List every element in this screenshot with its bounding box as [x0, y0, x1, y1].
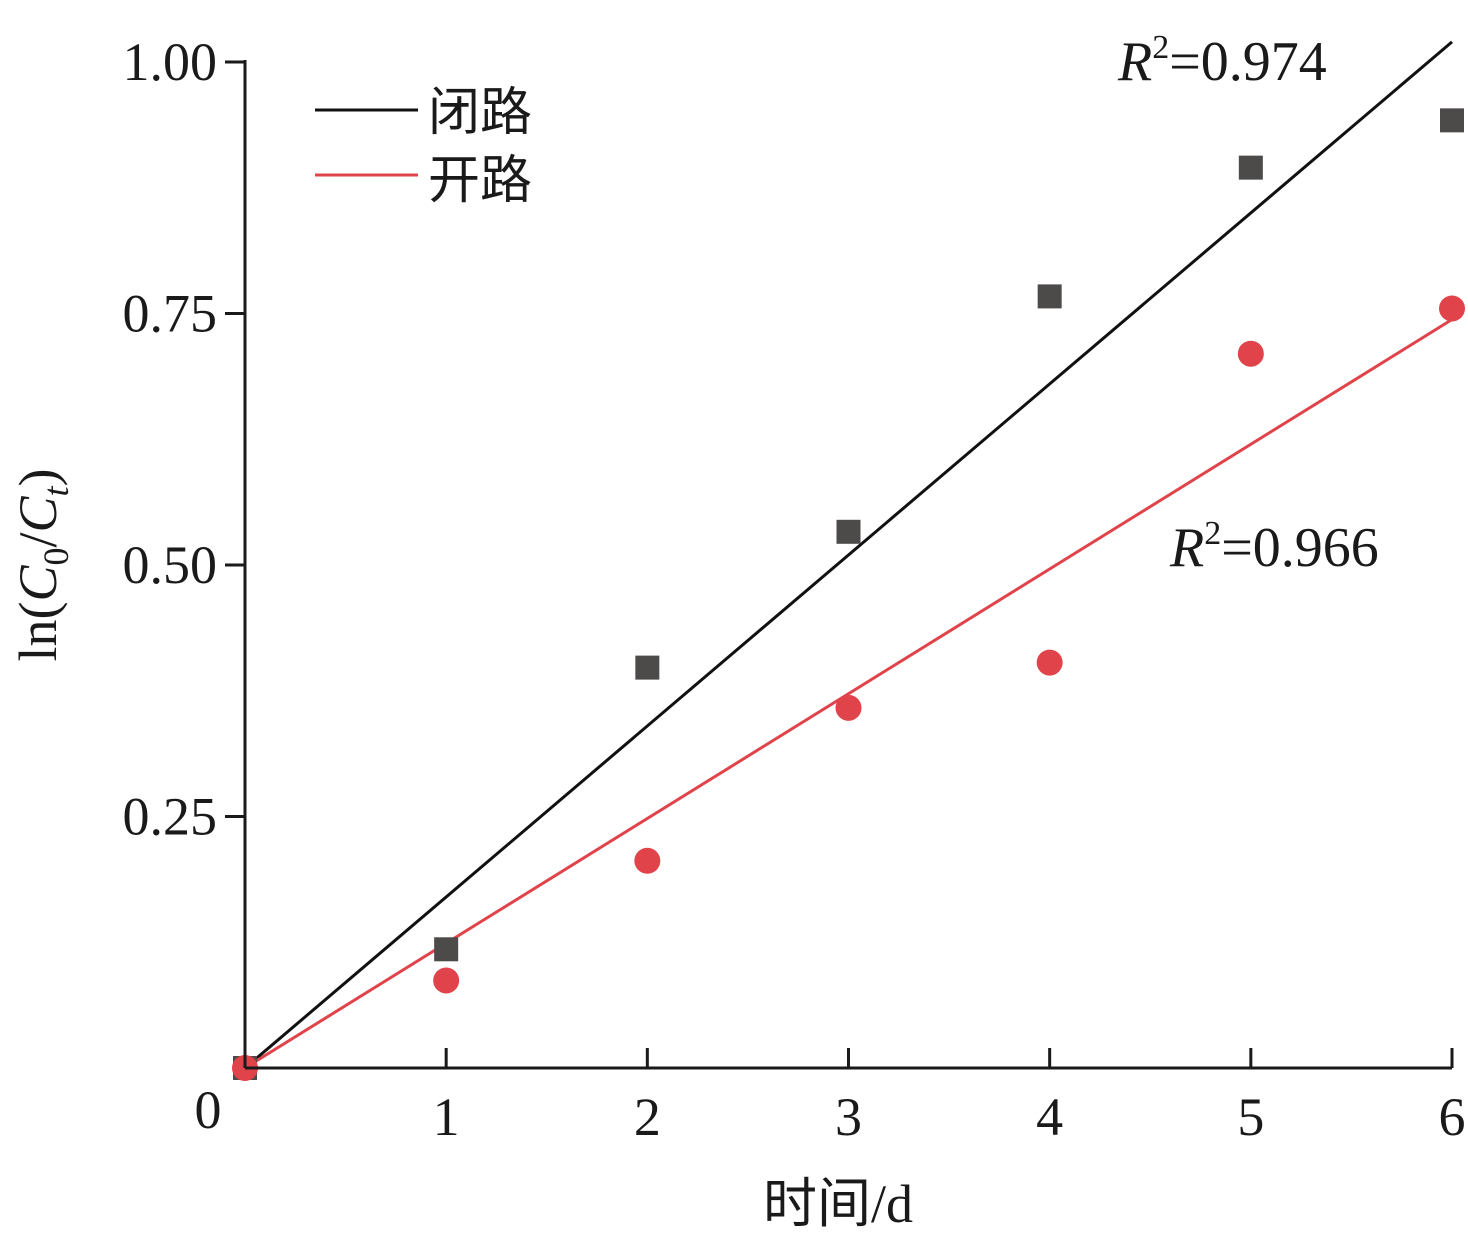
data-point-circle [634, 847, 661, 874]
y-ticks: 0.25 0.50 0.75 1.00 [123, 32, 245, 847]
x-tick-label: 1 [433, 1087, 460, 1147]
x-origin-label: 0 [195, 1080, 222, 1140]
y-axis-title-ct-sub: t [36, 485, 76, 496]
data-point-square [434, 937, 459, 962]
data-point-circle [433, 967, 460, 994]
r2-closed-sup: 2 [1152, 29, 1169, 66]
r2-closed-r: R [1117, 31, 1152, 93]
r2-open-sup: 2 [1204, 515, 1221, 552]
y-axis-title-c0-sub: 0 [36, 548, 76, 566]
y-axis-title-prefix: ln( [8, 602, 68, 662]
r2-closed-annotation: R2=0.974 [1117, 29, 1327, 93]
data-markers [232, 108, 1465, 1081]
y-axis-title-suffix: ) [8, 468, 68, 486]
legend-label-closed: 闭路 [428, 83, 532, 143]
y-tick-label: 0.75 [123, 284, 218, 344]
y-tick-label: 0.25 [123, 787, 218, 847]
data-point-circle [835, 694, 862, 721]
y-axis-title: ln(C0/Ct) [8, 468, 76, 661]
data-point-square [1037, 284, 1062, 309]
fit-line-series-0 [244, 40, 1453, 1070]
y-axis-title-slash: / [8, 532, 68, 547]
data-point-square [1440, 108, 1464, 133]
x-tick-label: 5 [1237, 1087, 1264, 1147]
y-axis-title-ct: C [8, 495, 68, 532]
legend: 闭路 开路 [315, 83, 532, 211]
r2-open-r: R [1169, 517, 1204, 579]
r2-closed-value: =0.974 [1169, 31, 1327, 93]
x-tick-label: 4 [1036, 1087, 1063, 1147]
x-tick-label: 6 [1439, 1087, 1466, 1147]
y-tick-label: 0.50 [123, 535, 218, 595]
x-tick-label: 2 [634, 1087, 661, 1147]
x-ticks: 1 2 3 4 5 6 [433, 1048, 1466, 1147]
r2-open-value: =0.966 [1221, 517, 1379, 579]
fit-line-series-1 [244, 318, 1453, 1070]
y-axis-title-c0: C [8, 565, 68, 602]
x-tick-label: 3 [835, 1087, 862, 1147]
y-tick-label: 1.00 [123, 32, 218, 92]
data-point-square [635, 655, 660, 680]
x-axis-title: 时间/d [763, 1174, 913, 1234]
data-point-square [836, 519, 861, 544]
data-point-square [1238, 155, 1263, 180]
r2-open-annotation: R2=0.966 [1169, 515, 1379, 579]
data-point-circle [1036, 649, 1063, 676]
legend-label-open: 开路 [428, 151, 532, 211]
data-point-circle [1439, 295, 1465, 322]
data-point-circle [1237, 340, 1264, 367]
